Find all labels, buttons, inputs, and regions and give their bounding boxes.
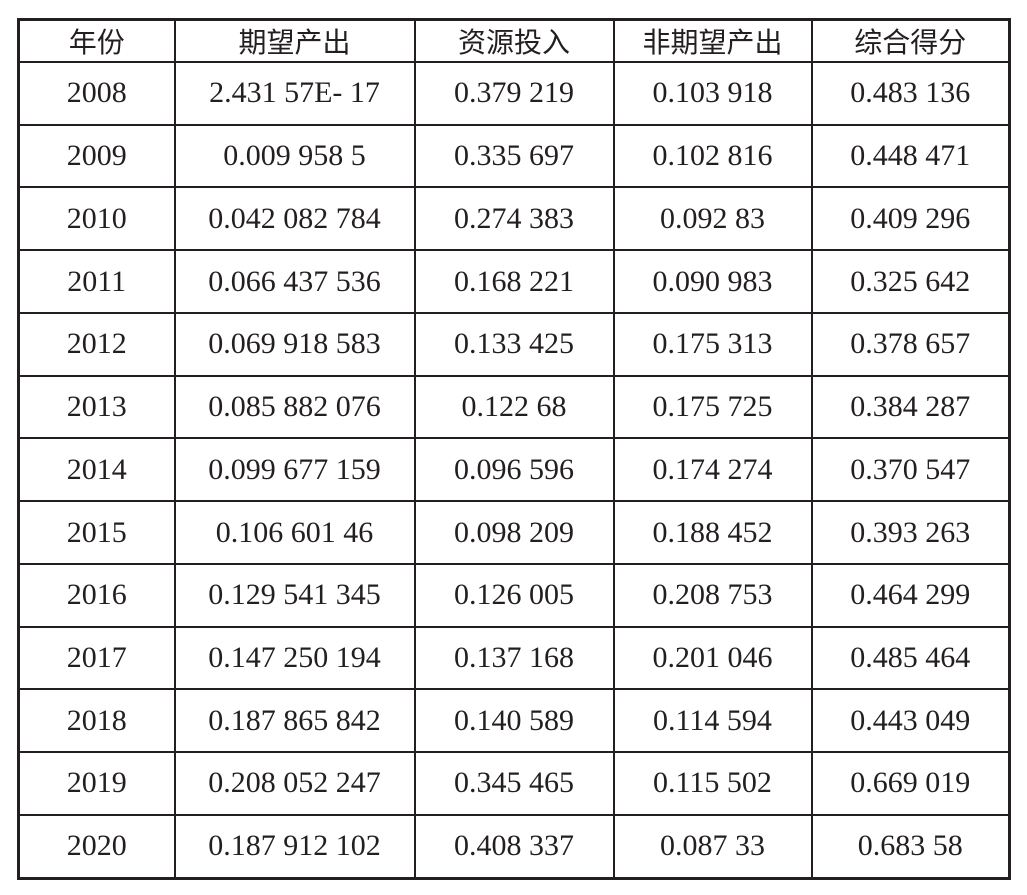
value-cell: 0.098 209 (413, 500, 615, 565)
header-cell: 资源投入 (413, 18, 615, 63)
value-cell: 0.370 547 (810, 437, 1011, 503)
value-cell: 0.114 594 (612, 688, 813, 754)
header-cell: 综合得分 (810, 18, 1011, 63)
data-table: 年份 期望产出 资源投入 非期望产出 综合得分 2008 2.431 57E- 17 0.3… (17, 18, 1011, 880)
value-cell: 0.188 452 (612, 500, 813, 565)
year-cell: 2020 (17, 813, 176, 880)
year-cell: 2009 (17, 123, 176, 189)
value-cell: 0.122 68 (413, 374, 615, 440)
value-cell: 0.187 865 842 (173, 688, 416, 754)
year-cell: 2019 (17, 751, 176, 816)
value-cell: 0.085 882 076 (173, 374, 416, 440)
table-row: 2015 0.106 601 46 0.098 209 0.188 452 0.393 … (17, 500, 1011, 565)
value-cell: 0.379 219 (413, 61, 615, 126)
value-cell: 0.378 657 (810, 311, 1011, 377)
year-cell: 2013 (17, 374, 176, 440)
value-cell: 0.483 136 (810, 61, 1011, 126)
table-row: 2009 0.009 958 5 0.335 697 0.102 816 0.448 4… (17, 123, 1011, 189)
value-cell: 0.208 753 (612, 562, 813, 628)
value-cell: 0.485 464 (810, 625, 1011, 691)
value-cell: 0.464 299 (810, 562, 1011, 628)
table-row: 2018 0.187 865 842 0.140 589 0.114 594 0.443… (17, 688, 1011, 754)
year-cell: 2018 (17, 688, 176, 754)
value-cell: 0.115 502 (612, 751, 813, 816)
value-cell: 0.443 049 (810, 688, 1011, 754)
value-cell: 0.384 287 (810, 374, 1011, 440)
header-cell: 年份 (17, 18, 176, 63)
value-cell: 0.174 274 (612, 437, 813, 503)
table-row: 2019 0.208 052 247 0.345 465 0.115 502 0.669… (17, 751, 1011, 816)
value-cell: 0.009 958 5 (173, 123, 416, 189)
value-cell: 0.099 677 159 (173, 437, 416, 503)
header-cell: 期望产出 (173, 18, 416, 63)
value-cell: 0.106 601 46 (173, 500, 416, 565)
value-cell: 0.187 912 102 (173, 813, 416, 880)
value-cell: 0.096 596 (413, 437, 615, 503)
header-row: 年份 期望产出 资源投入 非期望产出 综合得分 (17, 18, 1011, 63)
value-cell: 0.092 83 (612, 186, 813, 252)
value-cell: 0.133 425 (413, 311, 615, 377)
table-row: 2013 0.085 882 076 0.122 68 0.175 725 0.384 … (17, 374, 1011, 440)
value-cell: 0.126 005 (413, 562, 615, 628)
value-cell: 0.335 697 (413, 123, 615, 189)
value-cell: 0.129 541 345 (173, 562, 416, 628)
value-cell: 0.175 725 (612, 374, 813, 440)
year-cell: 2014 (17, 437, 176, 503)
year-cell: 2016 (17, 562, 176, 628)
value-cell: 0.066 437 536 (173, 249, 416, 314)
value-cell: 0.102 816 (612, 123, 813, 189)
value-cell: 0.683 58 (810, 813, 1011, 880)
table-body: 2008 2.431 57E- 17 0.379 219 0.103 918 0.483… (17, 61, 1011, 880)
value-cell: 0.137 168 (413, 625, 615, 691)
value-cell: 0.090 983 (612, 249, 813, 314)
value-cell: 0.103 918 (612, 61, 813, 126)
table-row: 2020 0.187 912 102 0.408 337 0.087 33 0.683 … (17, 813, 1011, 880)
value-cell: 0.408 337 (413, 813, 615, 880)
value-cell: 0.669 019 (810, 751, 1011, 816)
value-cell: 0.325 642 (810, 249, 1011, 314)
year-cell: 2008 (17, 61, 176, 126)
value-cell: 0.201 046 (612, 625, 813, 691)
header-cell: 非期望产出 (612, 18, 813, 63)
value-cell: 2.431 57E- 17 (173, 61, 416, 126)
value-cell: 0.175 313 (612, 311, 813, 377)
value-cell: 0.087 33 (612, 813, 813, 880)
year-cell: 2012 (17, 311, 176, 377)
value-cell: 0.042 082 784 (173, 186, 416, 252)
table-row: 2016 0.129 541 345 0.126 005 0.208 753 0.464… (17, 562, 1011, 628)
value-cell: 0.409 296 (810, 186, 1011, 252)
value-cell: 0.448 471 (810, 123, 1011, 189)
table-row: 2017 0.147 250 194 0.137 168 0.201 046 0.485… (17, 625, 1011, 691)
year-cell: 2011 (17, 249, 176, 314)
value-cell: 0.069 918 583 (173, 311, 416, 377)
value-cell: 0.168 221 (413, 249, 615, 314)
table-row: 2008 2.431 57E- 17 0.379 219 0.103 918 0.483… (17, 61, 1011, 126)
table-head: 年份 期望产出 资源投入 非期望产出 综合得分 (17, 18, 1011, 63)
value-cell: 0.140 589 (413, 688, 615, 754)
year-cell: 2010 (17, 186, 176, 252)
year-cell: 2015 (17, 500, 176, 565)
table-row: 2014 0.099 677 159 0.096 596 0.174 274 0.370… (17, 437, 1011, 503)
value-cell: 0.208 052 247 (173, 751, 416, 816)
value-cell: 0.274 383 (413, 186, 615, 252)
year-cell: 2017 (17, 625, 176, 691)
value-cell: 0.147 250 194 (173, 625, 416, 691)
table-row: 2011 0.066 437 536 0.168 221 0.090 983 0.325… (17, 249, 1011, 314)
value-cell: 0.345 465 (413, 751, 615, 816)
table-row: 2012 0.069 918 583 0.133 425 0.175 313 0.378… (17, 311, 1011, 377)
table-row: 2010 0.042 082 784 0.274 383 0.092 83 0.409 … (17, 186, 1011, 252)
value-cell: 0.393 263 (810, 500, 1011, 565)
